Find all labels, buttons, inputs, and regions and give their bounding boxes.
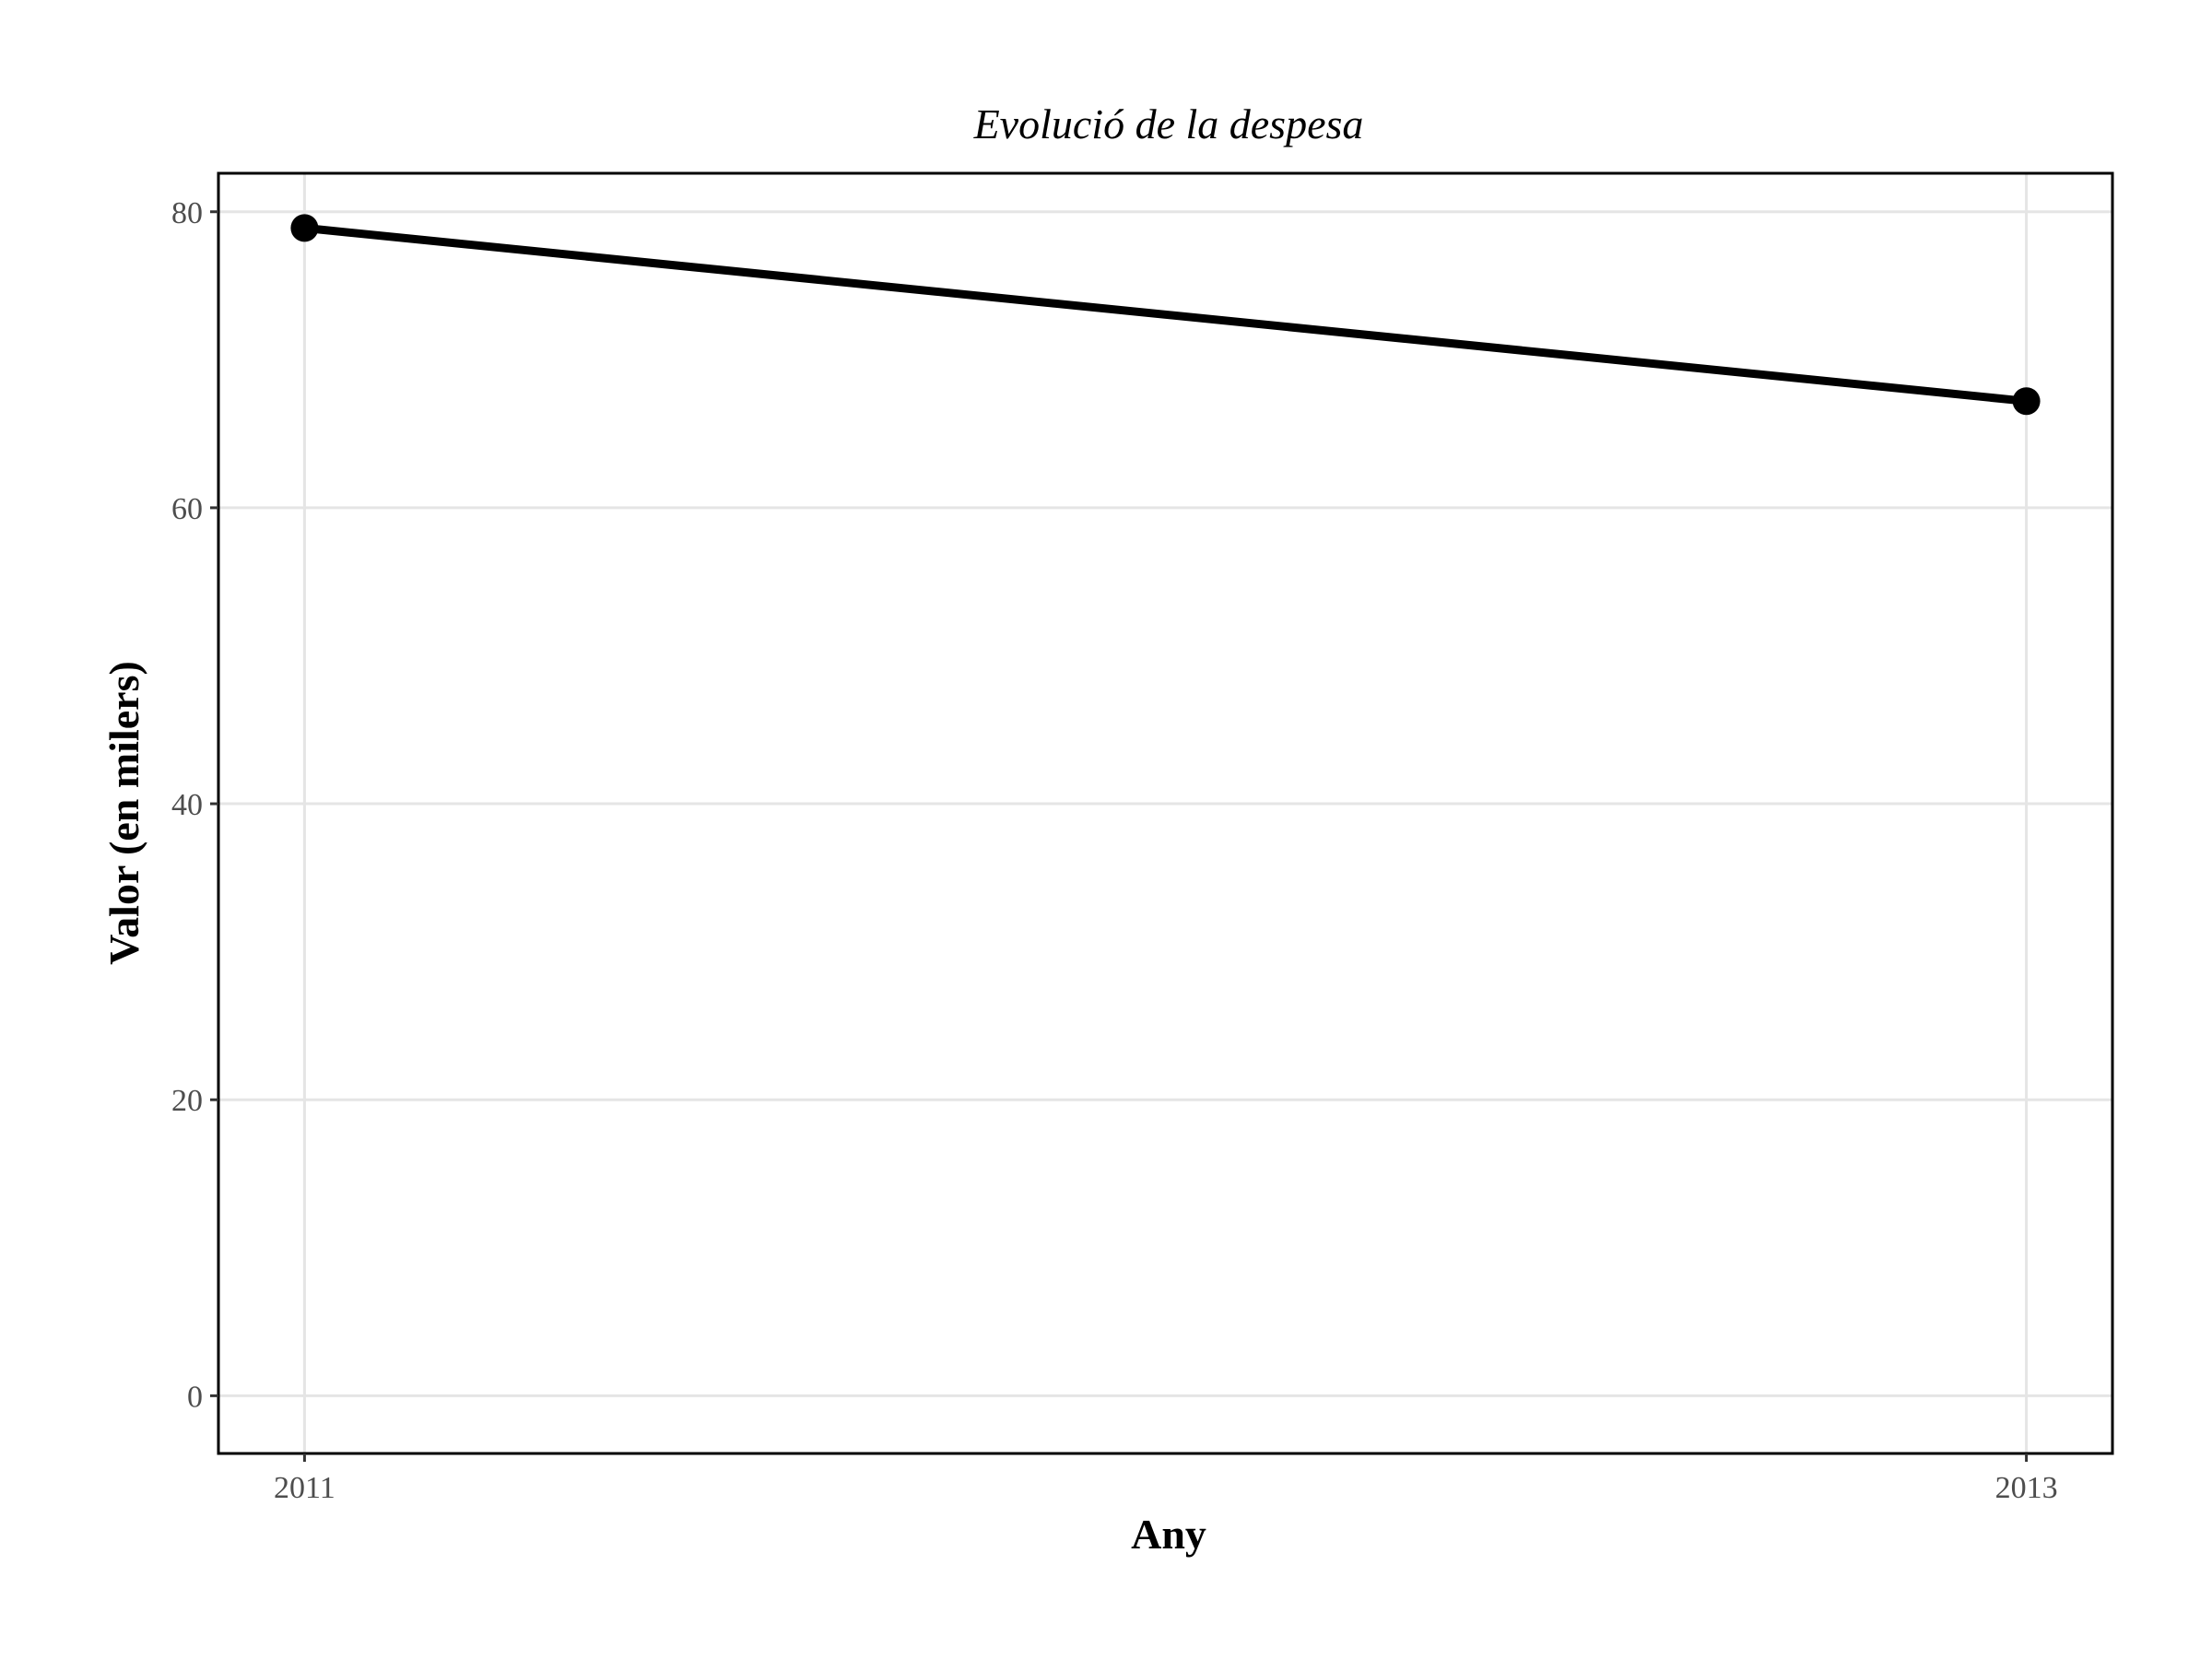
y-tick-label: 20 xyxy=(171,1084,203,1118)
x-tick-label: 2013 xyxy=(1995,1471,2058,1505)
data-point xyxy=(290,214,319,242)
axis-ticks: 0 20 40 60 80 2011 2013 xyxy=(171,196,2058,1505)
x-axis-title: Any xyxy=(1131,1511,1206,1558)
y-axis-title: Valor (en milers) xyxy=(100,661,147,965)
y-tick-label: 40 xyxy=(171,788,203,822)
gridlines xyxy=(218,173,2112,1453)
x-tick-label: 2011 xyxy=(274,1471,335,1505)
y-tick-label: 60 xyxy=(171,492,203,526)
data-point xyxy=(2012,387,2041,416)
y-tick-label: 0 xyxy=(187,1380,203,1414)
data-series xyxy=(290,214,2041,416)
y-tick-label: 80 xyxy=(171,196,203,230)
plot-frame xyxy=(217,171,2114,1455)
series-line xyxy=(300,223,2031,406)
chart-title: Evolució de la despesa xyxy=(973,100,1364,147)
